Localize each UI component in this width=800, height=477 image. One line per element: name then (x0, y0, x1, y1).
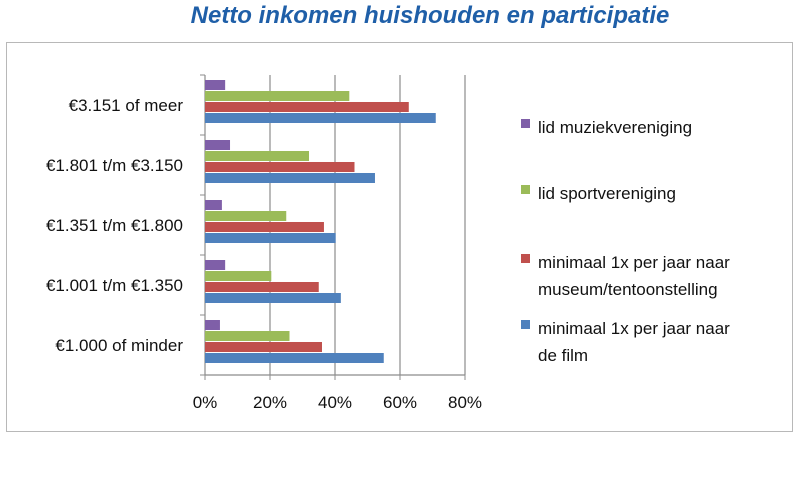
legend-label: de film (538, 346, 588, 365)
bar-lid-sportvereniging (205, 331, 290, 341)
x-tick-label: 60% (383, 393, 417, 412)
bar-lid-sportvereniging (205, 211, 287, 221)
bar-lid-muziekvereniging (205, 80, 226, 90)
category-label: €1.801 t/m €3.150 (46, 156, 183, 175)
bar-minimaal-1x-per-jaar-naar-de-film (205, 233, 336, 243)
bar-lid-sportvereniging (205, 151, 309, 161)
bar-lid-muziekvereniging (205, 200, 222, 210)
x-tick-label: 20% (253, 393, 287, 412)
bar-lid-muziekvereniging (205, 260, 226, 270)
bar-minimaal-1x-per-jaar-naar-museum-tentoonstelling (205, 162, 355, 172)
x-tick-label: 0% (193, 393, 218, 412)
chart-frame (6, 42, 793, 432)
category-label: €1.001 t/m €1.350 (46, 276, 183, 295)
legend-label: minimaal 1x per jaar naar (538, 253, 730, 272)
legend-marker (521, 185, 530, 194)
x-tick-label: 80% (448, 393, 482, 412)
legend-label: lid sportvereniging (538, 184, 676, 203)
category-label: €1.351 t/m €1.800 (46, 216, 183, 235)
bar-lid-sportvereniging (205, 91, 350, 101)
bar-minimaal-1x-per-jaar-naar-de-film (205, 173, 375, 183)
x-tick-label: 40% (318, 393, 352, 412)
bar-minimaal-1x-per-jaar-naar-de-film (205, 293, 341, 303)
bar-minimaal-1x-per-jaar-naar-de-film (205, 353, 384, 363)
bar-minimaal-1x-per-jaar-naar-museum-tentoonstelling (205, 222, 324, 232)
category-label: €3.151 of meer (69, 96, 184, 115)
category-label: €1.000 of minder (55, 336, 183, 355)
bar-minimaal-1x-per-jaar-naar-museum-tentoonstelling (205, 282, 319, 292)
bar-minimaal-1x-per-jaar-naar-museum-tentoonstelling (205, 342, 322, 352)
chart-title: Netto inkomen huishouden en participatie (190, 2, 670, 29)
legend-marker (521, 320, 530, 329)
bar-lid-muziekvereniging (205, 320, 220, 330)
bar-minimaal-1x-per-jaar-naar-museum-tentoonstelling (205, 102, 409, 112)
legend-label: minimaal 1x per jaar naar (538, 319, 730, 338)
legend-label: lid muziekvereniging (538, 118, 692, 137)
bar-lid-muziekvereniging (205, 140, 231, 150)
legend-label: museum/tentoonstelling (538, 280, 718, 299)
legend-marker (521, 254, 530, 263)
bar-minimaal-1x-per-jaar-naar-de-film (205, 113, 436, 123)
bar-lid-sportvereniging (205, 271, 272, 281)
legend-marker (521, 119, 530, 128)
